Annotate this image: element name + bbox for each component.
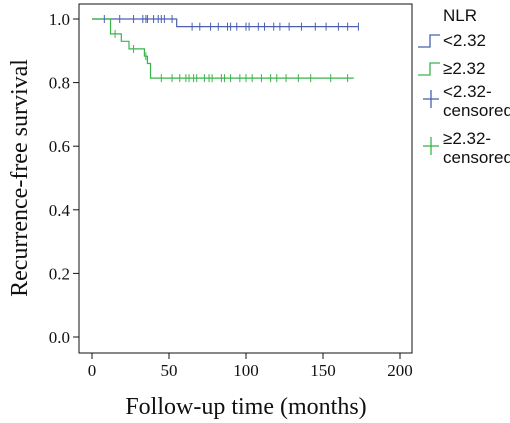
legend-item: ≥2.32 (418, 59, 485, 78)
censor-marks (103, 15, 359, 83)
legend-step-symbol (418, 62, 440, 76)
x-axis-title: Follow-up time (months) (125, 394, 366, 420)
legend-label: ≥2.32 (443, 59, 485, 78)
legend: NLR <2.32≥2.32<2.32-censored≥2.32-censor… (418, 6, 510, 167)
legend-label: ≥2.32- (443, 129, 491, 148)
y-tick-label: 0.4 (49, 201, 71, 220)
survival-curve-0 (92, 18, 359, 28)
legend-step-symbol (418, 34, 440, 48)
x-tick-label: 50 (161, 361, 178, 380)
x-tick-label: 100 (233, 361, 259, 380)
x-tick-label: 0 (88, 361, 97, 380)
survival-curve-1 (92, 18, 354, 79)
legend-item: ≥2.32-censored (423, 129, 510, 167)
axis-ticks: 0.0 0.2 0.4 0.6 0.8 1.0 0 50 100 150 200 (49, 10, 413, 380)
y-tick-label: 0.8 (49, 74, 70, 93)
legend-label: <2.32- (443, 82, 492, 101)
legend-label-line2: censored (443, 101, 510, 120)
y-axis-title: Recurrence-free survival (7, 59, 33, 297)
legend-title: NLR (443, 6, 477, 25)
legend-item: <2.32-censored (423, 82, 510, 120)
legend-label: <2.32 (443, 31, 486, 50)
y-tick-label: 0.0 (49, 328, 70, 347)
survival-curves (92, 18, 359, 79)
y-tick-label: 0.6 (49, 137, 70, 156)
x-tick-label: 200 (387, 361, 413, 380)
legend-label-line2: censored (443, 148, 510, 167)
y-tick-label: 0.2 (49, 264, 70, 283)
plot-frame (78, 3, 413, 354)
x-tick-label: 150 (310, 361, 336, 380)
legend-item: <2.32 (418, 31, 486, 50)
y-tick-label: 1.0 (49, 10, 70, 29)
